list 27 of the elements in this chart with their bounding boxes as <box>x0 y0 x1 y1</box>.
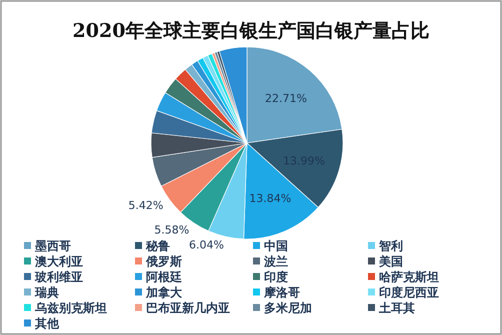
data-label: 13.84% <box>249 192 292 205</box>
legend-label: 印度 <box>264 270 288 284</box>
legend-label: 其他 <box>34 316 60 330</box>
legend-label: 美国 <box>378 254 403 268</box>
legend-label: 澳大利亚 <box>34 254 83 268</box>
legend-label: 哈萨克斯坦 <box>379 270 439 284</box>
legend-label: 印度尼西亚 <box>379 286 439 300</box>
legend-label: 多米尼加 <box>264 301 312 315</box>
legend-label: 波兰 <box>263 254 288 268</box>
legend-label: 智利 <box>378 239 403 253</box>
legend-label: 阿根廷 <box>146 270 182 284</box>
data-label: 5.42% <box>128 198 164 212</box>
legend-label: 中国 <box>264 239 288 253</box>
data-label: 5.58% <box>154 223 190 236</box>
legend-label: 土耳其 <box>378 301 415 315</box>
legend-label: 玻利维亚 <box>34 270 83 284</box>
data-label: 22.71% <box>264 92 307 105</box>
legend-label: 俄罗斯 <box>145 254 182 268</box>
legend-label: 摩洛哥 <box>263 286 300 300</box>
legend-label: 加拿大 <box>145 286 183 300</box>
legend-label: 秘鲁 <box>145 239 170 253</box>
data-label: 6.04% <box>188 238 224 252</box>
legend-label: 乌兹别克斯坦 <box>34 301 107 315</box>
legend-label: 墨西哥 <box>34 239 71 253</box>
legend-label: 瑞典 <box>34 286 59 300</box>
chart-title: 2020年全球主要白银生产国白银产量占比 <box>72 20 430 42</box>
legend-label: 巴布亚新几内亚 <box>146 301 230 315</box>
